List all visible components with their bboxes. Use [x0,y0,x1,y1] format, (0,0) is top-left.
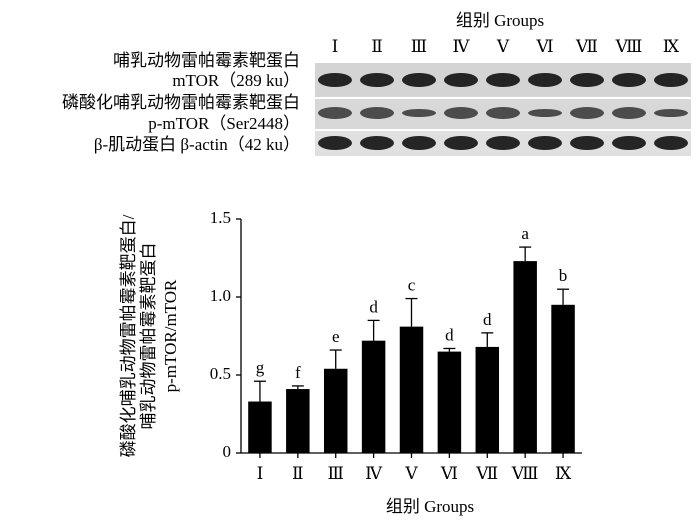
y-tick-label: 1.5 [210,208,231,227]
blot-band [444,107,478,119]
bar [475,346,500,453]
x-tick-label: Ⅱ [292,464,304,483]
x-tick-label: Ⅳ [365,464,383,483]
blot-band [612,107,646,119]
blot-band [486,107,520,119]
bar [551,304,575,453]
lane-label: Ⅸ [663,37,680,56]
lane-label: Ⅰ [332,37,339,56]
blot-band [528,109,562,117]
bar [286,389,310,453]
x-tick-label: Ⅴ [404,464,418,483]
blot-row-sublabel: mTOR（289 ku） [172,71,300,90]
lane-label: Ⅷ [615,37,643,56]
blot-band [360,136,394,150]
blot-band [570,73,604,87]
y-tick-label: 1.0 [210,286,231,305]
blot-band [486,136,520,150]
bar [323,368,348,453]
significance-label: e [332,327,340,346]
x-tick-label: Ⅷ [511,464,539,483]
blot-band [570,107,604,119]
blot-row-label: 磷酸化哺乳动物雷帕霉素靶蛋白 [62,93,300,112]
lane-label: Ⅲ [411,37,427,56]
blot-row-label: β-肌动蛋白 β-actin（42 ku） [94,135,300,154]
blot-band [444,136,478,150]
blot-band [360,73,394,87]
blot-band [612,73,646,87]
blot-band [318,107,352,119]
blot-title: 组别 Groups [456,11,544,30]
lane-label: Ⅵ [535,37,553,56]
blot-band [486,73,520,87]
x-tick-label: Ⅶ [475,464,498,483]
blot-band [654,136,688,150]
bar [513,261,537,453]
x-tick-label: Ⅰ [257,464,264,483]
blot-band [318,136,352,150]
y-tick-label: 0 [223,442,232,461]
blot-band [402,136,436,150]
x-tick-label: Ⅸ [555,464,572,483]
blot-band [612,136,646,150]
blot-row-sublabel: p-mTOR（Ser2448） [148,114,300,133]
y-tick-label: 0.5 [210,364,231,383]
significance-label: d [483,310,492,329]
significance-label: b [559,266,568,285]
bar [399,326,424,453]
y-label-line: 哺乳动物雷帕霉素靶蛋白 [139,243,158,430]
blot-band [528,73,562,87]
blot-band [570,136,604,150]
blot-band [444,73,478,87]
y-label: 磷酸化哺乳动物雷帕霉素靶蛋白/ 哺乳动物雷帕霉素靶蛋白 p-mTOR/mTOR [119,214,180,457]
lane-label: Ⅴ [496,37,510,56]
blot-band [402,73,436,87]
blot-band [654,109,688,117]
lane-label: Ⅳ [453,37,471,56]
blot-band [654,73,688,87]
bar [248,401,272,453]
significance-label: g [256,358,265,377]
blot-band [528,136,562,150]
x-tick-label: Ⅲ [328,464,344,483]
lane-label: Ⅶ [575,37,598,56]
blot-row-label: 哺乳动物雷帕霉素靶蛋白 [113,51,300,70]
blot-band [360,107,394,119]
bar [437,351,462,453]
y-label-line: 磷酸化哺乳动物雷帕霉素靶蛋白/ [119,214,138,457]
x-tick-label: Ⅵ [440,464,458,483]
blot-band [318,73,352,87]
significance-label: a [521,224,529,243]
significance-label: c [408,275,416,294]
lane-label: Ⅱ [371,37,383,56]
bar [361,340,386,453]
blot-band [402,109,436,117]
significance-label: d [445,325,454,344]
x-label: 组别 Groups [386,497,474,516]
significance-label: f [295,363,301,382]
y-label-line: p-mTOR/mTOR [161,279,180,392]
significance-label: d [369,297,378,316]
